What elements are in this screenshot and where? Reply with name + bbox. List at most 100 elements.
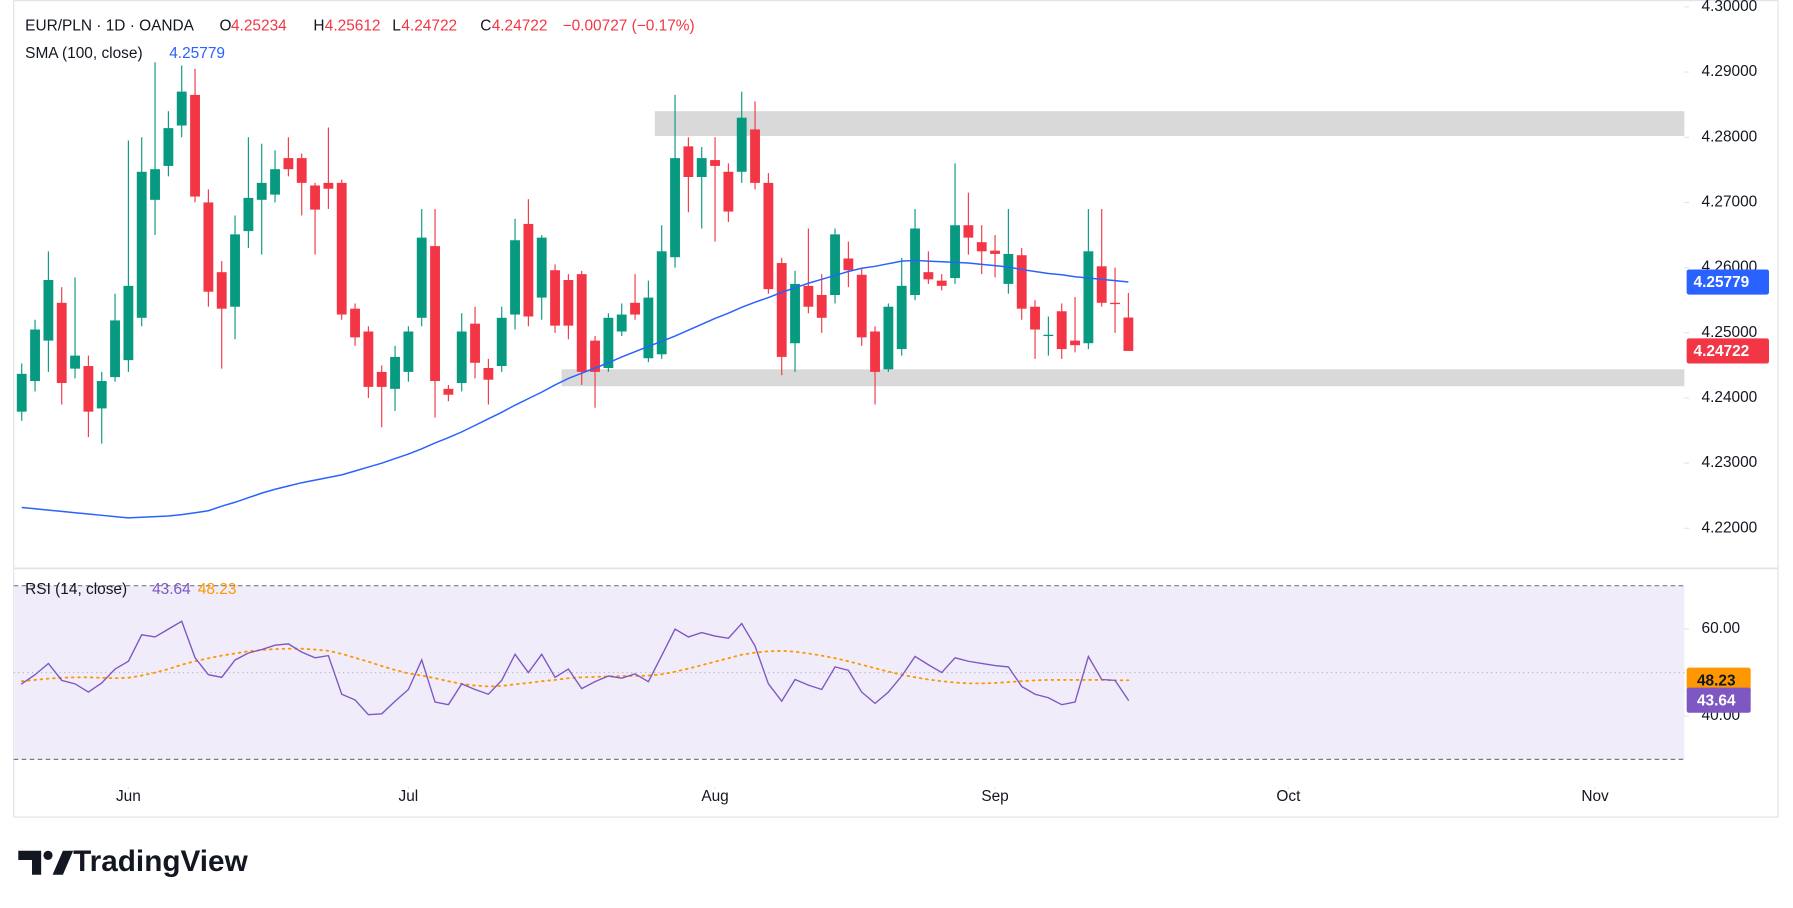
logo-shape	[18, 850, 42, 875]
y-tick-label: 4.29000	[1702, 63, 1758, 80]
candle-body	[1030, 306, 1040, 330]
candle-body	[750, 129, 760, 183]
rsi-ma-value: 48.23	[198, 581, 237, 598]
price-badge	[1686, 269, 1769, 295]
x-tick-label: Aug	[701, 788, 728, 805]
candle-body	[1070, 340, 1080, 346]
candle-body	[336, 182, 347, 315]
zone	[561, 369, 1685, 387]
ohlc-value: 4.24722	[492, 17, 548, 34]
candle-body	[563, 279, 574, 326]
candle-body	[1016, 255, 1027, 309]
candle-body	[430, 246, 440, 382]
y-tick-label: 4.30000	[1702, 0, 1758, 15]
ohlc-label: O	[220, 17, 232, 34]
ohlc-label: H	[313, 17, 324, 34]
candle-body	[163, 128, 174, 166]
candle-body	[123, 285, 134, 361]
x-tick-label: Jun	[116, 788, 141, 805]
y-tick-label: 4.22000	[1702, 519, 1758, 536]
sma-legend: SMA (100, close)	[25, 45, 142, 62]
candle-body	[510, 240, 520, 315]
candle-body	[56, 302, 67, 383]
candle-body	[590, 340, 600, 372]
rsi-legend: RSI (14, close)	[25, 581, 127, 598]
candle-body	[1003, 253, 1014, 284]
candle-body	[683, 146, 694, 178]
x-tick-label: Jul	[399, 788, 419, 805]
ohlc-label: C	[480, 17, 491, 34]
candle-body	[243, 197, 254, 232]
candle-body	[456, 331, 467, 383]
candle-body	[1056, 311, 1067, 350]
candle-body	[30, 329, 40, 382]
candle-body	[283, 158, 294, 170]
candle-body	[830, 234, 840, 295]
rsi-badge	[1686, 687, 1751, 713]
candle-body	[870, 331, 880, 372]
candle-body	[550, 270, 560, 326]
rsi-badge-label: 48.23	[1697, 672, 1736, 689]
candle-body	[230, 234, 240, 307]
candle-body	[310, 185, 320, 210]
x-tick-label: Oct	[1276, 788, 1301, 805]
legend: EUR/PLN · 1D · OANDA O 4.25234 H 4.25612…	[25, 17, 694, 598]
candle-body	[443, 388, 454, 395]
candle-body	[470, 323, 480, 363]
candle-body	[70, 355, 80, 369]
candle-body	[963, 225, 974, 238]
candle-body	[616, 314, 627, 332]
candle-body	[416, 237, 427, 318]
candle-body	[990, 250, 1000, 254]
change: −0.00727 (−0.17%)	[563, 17, 695, 34]
candle-body	[483, 367, 494, 380]
candle-body	[523, 223, 534, 317]
candle-body	[723, 171, 734, 212]
candle-body	[1096, 266, 1107, 303]
candle-body	[643, 297, 654, 359]
candle-body	[403, 331, 414, 372]
candle-body	[496, 317, 507, 367]
candle-body	[296, 158, 307, 183]
candle-body	[16, 373, 27, 412]
candle-body	[96, 381, 107, 409]
price-badge-label: 4.25779	[1694, 274, 1750, 291]
candle-body	[536, 237, 547, 298]
y-tick-label: 4.25000	[1702, 324, 1758, 341]
logo-shape	[43, 850, 53, 860]
zone	[654, 111, 1685, 136]
candle-body	[256, 182, 267, 200]
candle-body	[910, 228, 920, 295]
candle-body	[696, 158, 707, 178]
x-tick-label: Sep	[981, 788, 1008, 805]
candle-body	[1123, 317, 1134, 351]
candle-body	[763, 182, 774, 290]
sma-line	[21, 259, 1129, 519]
candle-body	[136, 171, 147, 318]
candle-body	[110, 320, 120, 378]
sma-value: 4.25779	[169, 45, 225, 62]
rsi-badge	[1686, 667, 1751, 693]
candle-body	[776, 263, 787, 357]
candle-body	[630, 302, 640, 315]
candle-body	[736, 117, 747, 172]
candle-body	[936, 280, 947, 286]
candle-body	[816, 294, 827, 318]
candle-body	[856, 274, 867, 338]
y-tick-label: 4.28000	[1702, 128, 1758, 145]
candle-body	[150, 169, 160, 200]
y-tick-label: 4.23000	[1702, 454, 1758, 471]
rsi-line	[21, 620, 1130, 716]
candle-body	[710, 160, 720, 166]
ohlc-label: L	[392, 17, 401, 34]
brand-logo: TradingView	[18, 845, 249, 878]
candle-body	[1043, 334, 1054, 337]
candle-body	[176, 91, 187, 126]
ohlc-value: 4.25612	[325, 17, 381, 34]
ohlc-value: 4.24722	[401, 17, 457, 34]
x-tick-label: Nov	[1581, 788, 1609, 805]
candle-body	[670, 158, 680, 258]
candle-body	[350, 308, 360, 338]
